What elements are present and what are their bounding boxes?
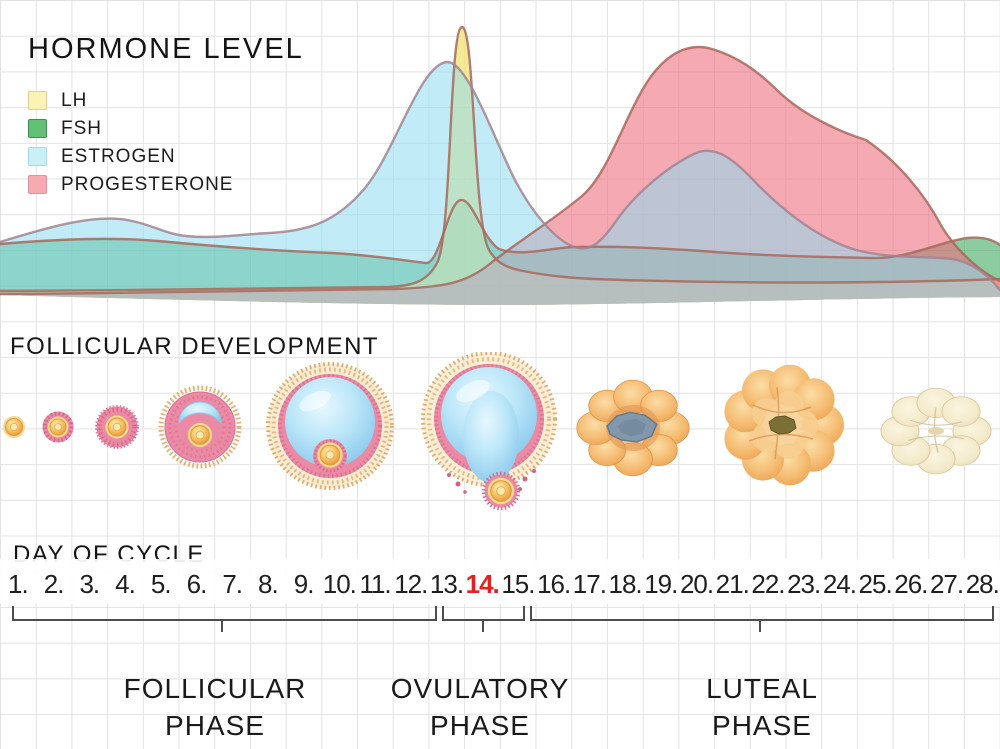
day-number: 11. bbox=[359, 569, 391, 599]
hormone-level-chart bbox=[0, 25, 1000, 305]
day-number: 14. bbox=[465, 569, 500, 599]
day-numbers-band bbox=[0, 559, 1000, 604]
legend-item: ESTROGEN bbox=[28, 146, 233, 167]
luteal-phase-bracket bbox=[530, 606, 994, 632]
estrogen-area bbox=[0, 61, 1000, 305]
graafian-follicle-icon bbox=[266, 362, 394, 490]
day-number: 25. bbox=[858, 569, 893, 599]
day-number: 20. bbox=[679, 569, 714, 599]
estrogen-curve bbox=[0, 60, 1000, 292]
day-number: 28. bbox=[965, 569, 1000, 599]
legend-label: ESTROGEN bbox=[61, 145, 176, 167]
day-number: 2. bbox=[43, 569, 65, 599]
primordial-follicle-icon bbox=[2, 415, 26, 439]
day-number: 1. bbox=[8, 569, 29, 599]
phase-brackets bbox=[12, 606, 994, 632]
primary-follicle-icon bbox=[42, 411, 74, 443]
legend-item: LH bbox=[28, 90, 233, 111]
ovulation-follicle-icon bbox=[421, 352, 557, 511]
hormone-legend: LH FSH ESTROGEN PROGESTERONE bbox=[28, 90, 233, 195]
day-number: 23. bbox=[787, 569, 821, 599]
legend-swatch bbox=[28, 91, 47, 110]
day-number: 13. bbox=[429, 569, 464, 599]
day-number: 12. bbox=[394, 569, 428, 599]
day-number: 3. bbox=[79, 569, 100, 599]
day-number: 8. bbox=[258, 569, 279, 599]
ovulatory-phase-label: OVULATORY PHASE bbox=[390, 673, 570, 741]
early-antral-follicle-icon bbox=[158, 385, 242, 469]
day-number: 22. bbox=[751, 569, 785, 599]
day-number: 19. bbox=[644, 569, 678, 599]
legend-label: PROGESTERONE bbox=[61, 173, 234, 195]
day-number: 18. bbox=[608, 569, 643, 599]
lh-curve bbox=[0, 25, 1000, 293]
day-number: 6. bbox=[186, 569, 208, 599]
ovulatory-phase-bracket bbox=[442, 606, 525, 632]
day-number: 27. bbox=[929, 569, 964, 599]
follicular-development-title: FOLLICULAR DEVELOPMENT bbox=[10, 333, 380, 360]
follicular-phase-bracket bbox=[12, 606, 437, 632]
legend-item: PROGESTERONE bbox=[28, 174, 233, 195]
legend-swatch bbox=[28, 119, 47, 138]
day-number: 10. bbox=[322, 569, 357, 599]
follicular-phase-label: FOLLICULAR PHASE bbox=[123, 673, 307, 741]
day-axis: 1. 2. 3. 4. 5. 6. 7. 8. 9. 10. 11. 12. 13. 14. 15. 16. 1… bbox=[0, 567, 1000, 603]
legend-item: FSH bbox=[28, 118, 233, 139]
secondary-follicle-icon bbox=[95, 405, 139, 449]
legend-label: LH bbox=[61, 89, 88, 111]
progesterone-curve bbox=[0, 45, 1000, 296]
released-oocyte-icon bbox=[481, 471, 521, 511]
day-number: 4. bbox=[115, 569, 136, 599]
fsh-curve bbox=[0, 198, 1000, 265]
follicular-development-illustration bbox=[2, 352, 992, 511]
day-number: 21. bbox=[715, 569, 750, 599]
luteal-phase-label: LUTEAL PHASE bbox=[706, 673, 818, 741]
legend-swatch bbox=[28, 147, 47, 166]
page-title: HORMONE LEVEL bbox=[28, 33, 304, 65]
corpus-luteum-icon bbox=[724, 364, 844, 486]
legend-swatch bbox=[28, 175, 47, 194]
day-number: 24. bbox=[822, 569, 857, 599]
early-corpus-luteum-icon bbox=[576, 379, 690, 477]
corpus-albicans-icon bbox=[880, 387, 992, 475]
day-number: 26. bbox=[894, 569, 928, 599]
day-number: 15. bbox=[501, 569, 535, 599]
legend-label: FSH bbox=[61, 117, 102, 139]
day-number: 5. bbox=[150, 569, 172, 599]
day-number: 16. bbox=[537, 569, 571, 599]
day-number: 17. bbox=[572, 569, 607, 599]
day-number: 9. bbox=[293, 569, 315, 599]
day-number: 7. bbox=[222, 569, 243, 599]
